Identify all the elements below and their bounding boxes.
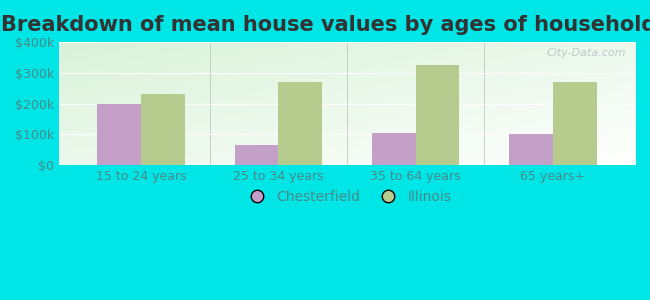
Bar <box>372 133 415 165</box>
Legend: Chesterfield, Illinois: Chesterfield, Illinois <box>237 184 457 210</box>
Bar <box>278 82 322 165</box>
Bar <box>98 103 141 165</box>
Text: City-Data.com: City-Data.com <box>547 48 627 58</box>
Bar <box>141 94 185 165</box>
Bar <box>509 134 552 165</box>
Title: Breakdown of mean house values by ages of householders: Breakdown of mean house values by ages o… <box>1 15 650 35</box>
Bar <box>415 65 460 165</box>
Bar <box>552 82 597 165</box>
Bar <box>235 145 278 165</box>
